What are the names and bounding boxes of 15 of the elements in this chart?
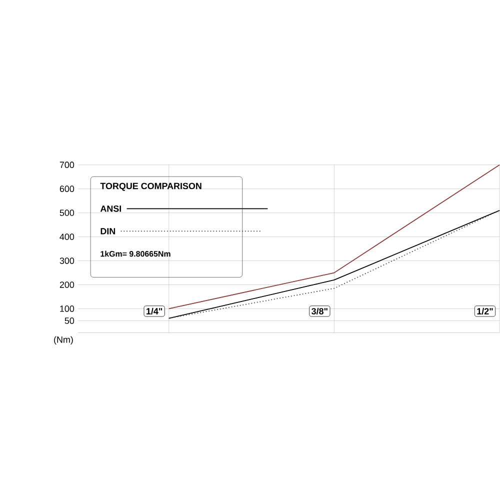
text: ANSI (100, 206, 122, 212)
x-tick-label: 1/4" (146, 308, 162, 315)
y-tick-label: 200 (60, 282, 74, 288)
y-tick-label: 50 (64, 318, 74, 324)
y-tick-label: 300 (60, 258, 74, 264)
y-tick-label: 400 (60, 234, 74, 240)
y-tick-label: 500 (60, 210, 74, 216)
text: DIN (100, 228, 116, 235)
y-tick-label: 700 (60, 162, 74, 168)
y-tick-label: 600 (60, 186, 74, 192)
x-tick-label: 3/8" (312, 308, 328, 315)
y-axis-title: (Nm) (54, 336, 73, 345)
y-tick-label: 100 (60, 306, 74, 312)
x-tick-label: 1/2" (477, 308, 493, 315)
legend-title: TORQUE COMPARISON (100, 183, 202, 192)
